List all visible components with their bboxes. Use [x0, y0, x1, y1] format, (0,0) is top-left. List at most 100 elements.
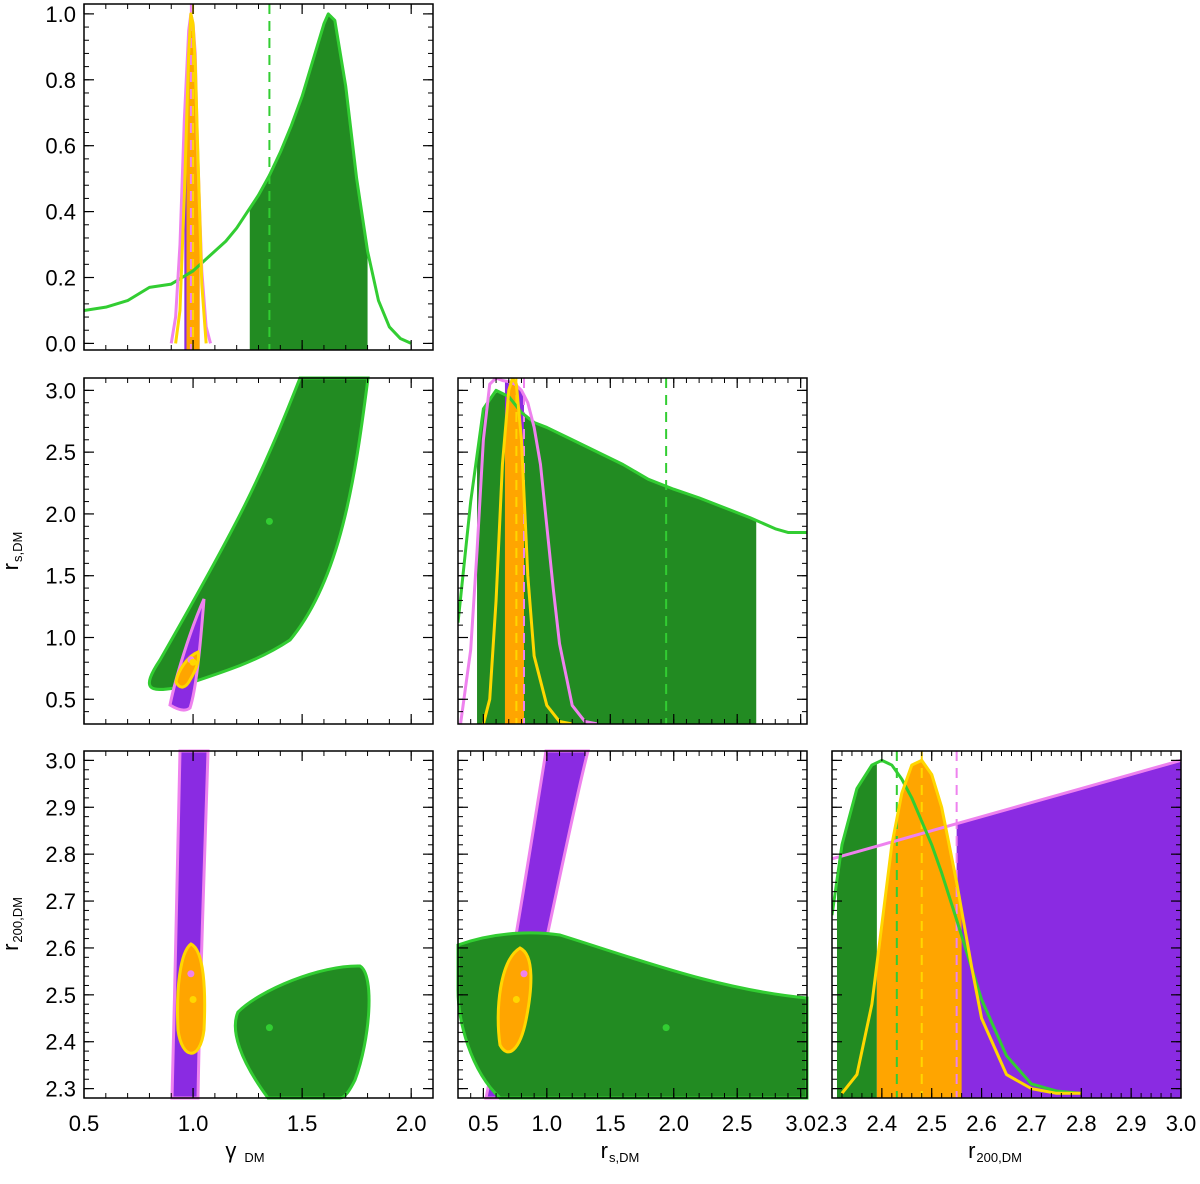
y-axis-title-r200-main: r	[0, 944, 23, 951]
x-tick-label: 3.0	[785, 1111, 816, 1136]
y-axis-title-r200: r200,DM	[0, 897, 25, 951]
green-confidence-band	[836, 762, 877, 1098]
x-tick-label: 3.0	[1166, 1111, 1197, 1136]
y-tick-label: 1.0	[45, 626, 76, 651]
gamma-rs-points	[187, 517, 273, 666]
gold-best-fit-point	[189, 996, 197, 1004]
gamma-rs-ticks: 0.5 1.0 1.5 2.0 2.5 3.0	[45, 377, 434, 725]
x-tick-label: 0.5	[468, 1111, 499, 1136]
y-axis-title-rs-main: r	[0, 563, 23, 570]
gold-confidence-band	[876, 760, 962, 1098]
y-axis-title-rs-sub: s,DM	[10, 532, 25, 562]
y-tick-label: 2.8	[45, 842, 76, 867]
x-axis-title-gamma: γ DM	[225, 1138, 264, 1165]
rs-r200-ticks: 0.5 1.0 1.5 2.0 2.5 3.0	[457, 750, 816, 1136]
x-tick-label: 2.0	[658, 1111, 689, 1136]
gold-best-fit-point	[189, 658, 197, 666]
y-tick-label: 2.3	[45, 1077, 76, 1102]
green-confidence-band	[477, 391, 757, 724]
green-best-fit-point	[265, 1024, 273, 1032]
x-axis-title-gamma-sub: DM	[244, 1150, 264, 1165]
x-tick-label: 1.0	[532, 1111, 563, 1136]
green-posterior-curve	[832, 758, 1082, 1095]
x-axis-title-r200-sub: 200,DM	[976, 1150, 1022, 1165]
gamma-marginal-ticks: 0.0 0.2 0.4 0.6 0.8 1.0	[45, 2, 434, 356]
gold-posterior-curve	[174, 12, 208, 344]
y-tick-label: 1.0	[45, 2, 76, 27]
y-tick-label: 2.7	[45, 889, 76, 914]
x-tick-label: 1.5	[287, 1111, 318, 1136]
y-tick-label: 2.4	[45, 1030, 76, 1055]
y-tick-label: 2.0	[45, 502, 76, 527]
gamma-r200-ticks: 0.5 1.0 1.5 2.0 2.3 2.4 2.5 2.6 2.7 2.8 2.9 3.0	[45, 748, 434, 1136]
x-tick-label: 2.5	[916, 1111, 947, 1136]
y-tick-label: 0.5	[45, 687, 76, 712]
green-contour-gamma-r200	[233, 964, 371, 1100]
y-tick-label: 2.5	[45, 983, 76, 1008]
gold-posterior-curve	[481, 378, 573, 724]
violet-confidence-band	[956, 760, 1181, 1098]
violet-best-fit-point	[187, 970, 195, 978]
y-tick-label: 2.5	[45, 440, 76, 465]
y-tick-label: 3.0	[45, 748, 76, 773]
x-axis-title-r200: r200,DM	[968, 1138, 1022, 1165]
violet-posterior-curve	[832, 758, 1181, 861]
panel-rs-marginal	[457, 377, 808, 725]
gold-posterior-curve	[840, 758, 1082, 1095]
violet-best-fit-point	[520, 970, 528, 978]
x-tick-label: 2.0	[396, 1111, 427, 1136]
y-tick-label: 2.9	[45, 795, 76, 820]
y-tick-label: 0.4	[45, 200, 76, 225]
x-axis-title-rs-main: r	[601, 1138, 608, 1163]
gold-best-fit-point	[512, 996, 520, 1004]
y-axis-title-r200-sub: 200,DM	[10, 897, 25, 943]
x-tick-label: 2.4	[867, 1111, 898, 1136]
x-tick-label: 2.7	[1016, 1111, 1047, 1136]
x-tick-label: 0.5	[69, 1111, 100, 1136]
y-tick-label: 0.2	[45, 266, 76, 291]
green-best-fit-point	[662, 1024, 670, 1032]
panel-gamma-marginal: 0.0 0.2 0.4 0.6 0.8 1.0	[45, 2, 434, 356]
panel-frame	[457, 750, 808, 1099]
x-tick-label: 2.5	[722, 1111, 753, 1136]
gold-confidence-band	[504, 378, 524, 724]
x-tick-label: 2.8	[1066, 1111, 1097, 1136]
y-tick-label: 1.5	[45, 564, 76, 589]
gamma-marginal-curves	[84, 4, 412, 350]
violet-posterior-curve	[459, 378, 598, 724]
r200-marginal-ticks: 2.3 2.4 2.5 2.6 2.7 2.8 2.9 3.0	[817, 750, 1197, 1136]
panel-gamma-rs: 0.5 1.0 1.5 2.0 2.5 3.0	[45, 376, 434, 725]
x-tick-label: 2.6	[966, 1111, 997, 1136]
rs-marginal-ticks	[457, 377, 807, 725]
y-axis-title-rs: rs,DM	[0, 532, 25, 571]
green-best-fit-point	[265, 517, 273, 525]
green-contour-gamma-rs	[147, 376, 370, 692]
x-axis-title-r200-main: r	[968, 1138, 975, 1163]
rs-r200-points	[512, 970, 670, 1032]
y-tick-label: 0.6	[45, 134, 76, 159]
x-axis-title-gamma-main: γ	[225, 1138, 236, 1163]
green-contour-rs-r200	[456, 931, 809, 1100]
r200-marginal-curves	[832, 751, 1181, 1098]
x-tick-label: 1.0	[178, 1111, 209, 1136]
x-tick-label: 2.3	[817, 1111, 848, 1136]
x-axis-title-rs: rs,DM	[601, 1138, 640, 1165]
panel-gamma-r200: 0.5 1.0 1.5 2.0 2.3 2.4 2.5 2.6 2.7 2.8 2.9 3.0	[45, 748, 434, 1136]
x-tick-label: 2.9	[1116, 1111, 1147, 1136]
panel-frame	[831, 750, 1182, 1099]
green-posterior-curve	[84, 12, 412, 345]
y-tick-label: 0.0	[45, 331, 76, 356]
y-tick-label: 3.0	[45, 378, 76, 403]
green-posterior-curve	[458, 388, 807, 623]
green-confidence-band	[249, 14, 368, 350]
gamma-r200-points	[187, 970, 273, 1032]
panel-rs-r200: 0.5 1.0 1.5 2.0 2.5 3.0	[456, 749, 816, 1136]
rs-marginal-curves	[458, 378, 807, 724]
x-axis-title-rs-sub: s,DM	[609, 1150, 639, 1165]
y-tick-label: 2.6	[45, 936, 76, 961]
x-tick-label: 1.5	[595, 1111, 626, 1136]
panel-r200-marginal: 2.3 2.4 2.5 2.6 2.7 2.8 2.9 3.0	[817, 750, 1197, 1136]
y-tick-label: 0.8	[45, 68, 76, 93]
